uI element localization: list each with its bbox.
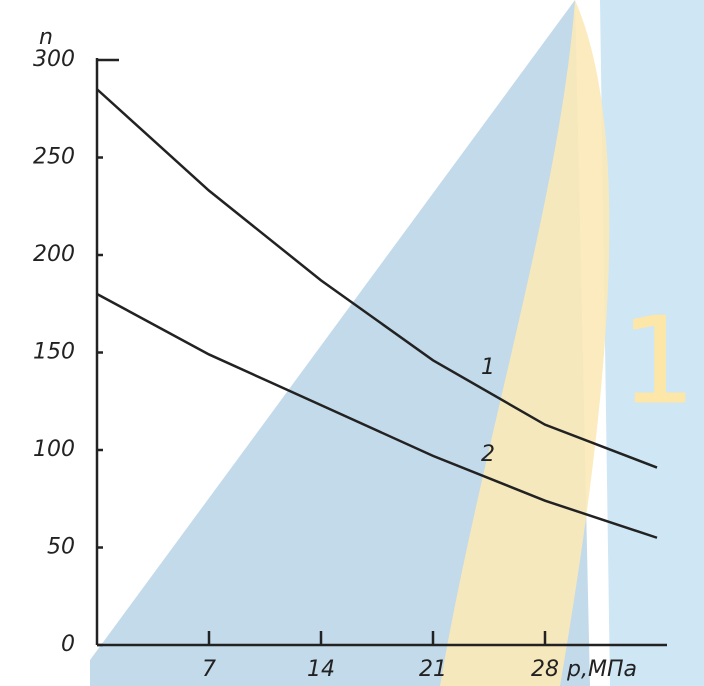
x-tick-label: 28 xyxy=(531,657,559,682)
series-label: 1 xyxy=(481,355,495,380)
y-tick-label: 300 xyxy=(33,47,75,72)
x-axis-label: p,МПа xyxy=(566,657,637,682)
y-tick-label: 100 xyxy=(33,437,75,462)
y-axis-label: n xyxy=(39,25,53,50)
y-tick-label: 250 xyxy=(33,145,75,170)
y-tick-label: 150 xyxy=(33,340,75,365)
y-tick-label: 200 xyxy=(33,242,75,267)
y-tick-label: 50 xyxy=(47,535,75,560)
series-label: 2 xyxy=(481,442,495,467)
x-tick-label: 7 xyxy=(202,657,216,682)
x-tick-label: 14 xyxy=(307,657,335,682)
watermark: 19 xyxy=(90,0,704,686)
x-tick-label: 21 xyxy=(419,657,447,682)
svg-text:19: 19 xyxy=(620,293,704,432)
chart: 19 0 50 100 150 200 250 300 7 14 21 28 n p,МПа 1 2 xyxy=(0,0,704,686)
y-tick-label: 0 xyxy=(61,632,75,657)
